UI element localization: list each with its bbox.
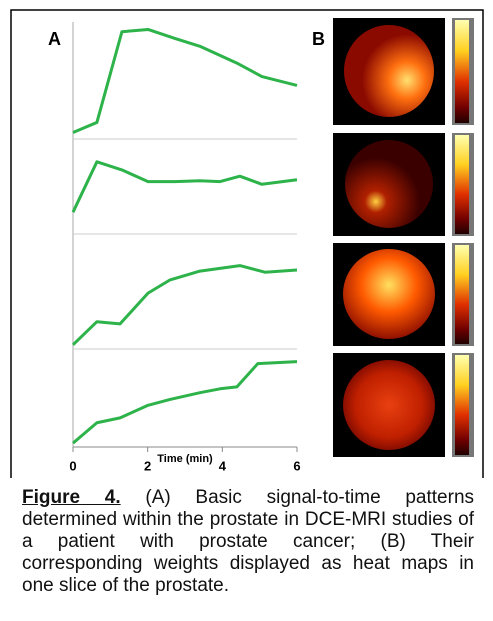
panel-label: B	[312, 29, 325, 49]
heatmap-region	[343, 249, 435, 339]
heatmap-region	[344, 25, 434, 117]
panel-label: A	[48, 29, 61, 49]
x-axis-label: Time (min)	[157, 453, 213, 465]
heatmap-region	[345, 140, 433, 228]
colorbars	[452, 18, 474, 457]
heatmap-region	[343, 360, 435, 450]
caption: Figure 4. (A) Basic signal-to-time patte…	[22, 487, 474, 597]
x-tick-label: 6	[293, 458, 300, 473]
heatmaps	[333, 18, 474, 457]
x-tick-label: 0	[69, 458, 76, 473]
x-tick-label: 4	[219, 458, 227, 473]
x-tick-label: 2	[144, 458, 151, 473]
page: {"panel_labels": ["A", "B"], "x_axis": {…	[0, 0, 493, 621]
signal-line	[73, 162, 297, 212]
caption-label: Figure 4.	[22, 487, 121, 508]
signal-line	[73, 29, 297, 132]
signal-line	[73, 266, 297, 345]
signal-line	[73, 362, 297, 443]
